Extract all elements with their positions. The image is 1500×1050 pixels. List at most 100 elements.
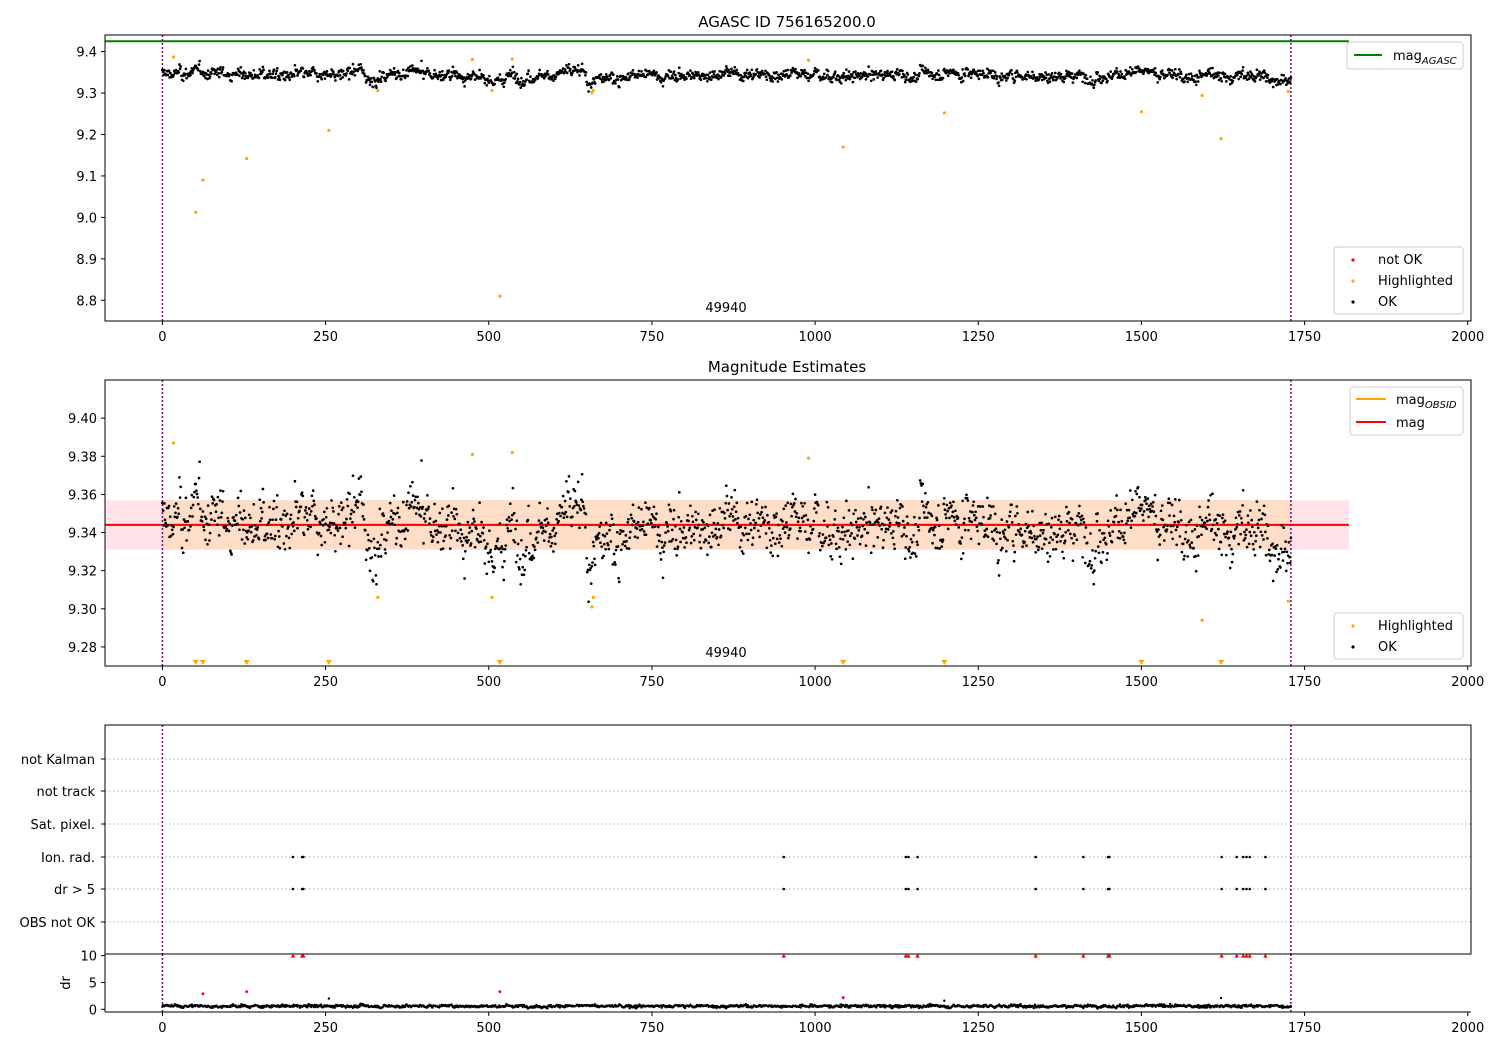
ok-point: [723, 511, 726, 515]
ok-point: [724, 501, 728, 505]
ok-point: [600, 556, 604, 560]
ok-point: [440, 73, 444, 77]
ok-point: [893, 78, 897, 82]
dr-point: [927, 1005, 930, 1008]
ok-point: [1262, 538, 1265, 541]
ok-point: [1093, 556, 1097, 560]
ok-point: [530, 558, 534, 562]
ok-point: [946, 74, 950, 78]
ok-point: [1237, 77, 1241, 81]
ok-point: [1270, 553, 1274, 557]
ok-point: [252, 503, 256, 506]
ok-point: [1027, 524, 1030, 528]
ok-point: [467, 531, 471, 535]
ok-point: [416, 495, 419, 499]
ok-point: [771, 554, 775, 558]
ok-point: [250, 525, 254, 528]
ok-point: [301, 494, 305, 498]
ok-point: [516, 80, 519, 83]
ok-point: [952, 68, 955, 72]
ok-point: [1246, 514, 1250, 517]
ok-point: [1044, 71, 1047, 74]
ok-point: [1202, 523, 1205, 527]
ok-point: [1026, 70, 1030, 74]
ok-point: [198, 59, 201, 63]
ok-point: [597, 536, 600, 540]
ok-point: [482, 74, 485, 77]
ok-point: [644, 75, 648, 79]
ok-point: [885, 516, 889, 520]
ok-point: [500, 545, 504, 548]
ok-point: [882, 76, 885, 80]
ok-point: [894, 70, 898, 74]
ok-point: [1013, 550, 1017, 554]
ok-point: [261, 65, 265, 69]
highlighted-point: [470, 452, 475, 456]
ok-point: [665, 522, 669, 525]
ok-point: [1020, 533, 1024, 537]
ok-point: [181, 551, 185, 555]
legend-not-ok-marker: [1351, 258, 1355, 262]
ok-point: [664, 531, 667, 534]
ok-point: [1186, 80, 1190, 84]
highlighted-point: [498, 294, 502, 298]
flag-point: [291, 855, 295, 859]
ok-point: [759, 524, 763, 528]
ok-point: [858, 525, 861, 529]
ok-point: [561, 494, 565, 498]
ok-point: [413, 505, 416, 509]
ok-point: [275, 505, 278, 509]
ok-point: [266, 536, 270, 540]
ok-point: [895, 68, 899, 71]
ok-point: [997, 559, 1000, 562]
ok-point: [473, 545, 477, 549]
ok-point: [884, 530, 887, 534]
ok-point: [364, 81, 368, 84]
ok-point: [999, 76, 1002, 80]
ok-point: [1239, 532, 1242, 536]
ok-point: [993, 71, 997, 74]
ok-point: [220, 511, 224, 515]
ok-point: [541, 526, 545, 529]
ok-point: [1018, 530, 1021, 534]
ok-point: [729, 512, 733, 516]
ok-point: [841, 73, 844, 77]
ok-point: [722, 74, 726, 77]
ok-point: [489, 548, 493, 552]
ok-point: [862, 517, 865, 521]
ok-point: [315, 72, 318, 75]
ok-point: [546, 73, 550, 76]
x-tick-label: 750: [640, 675, 665, 690]
ok-point: [1025, 544, 1028, 547]
ok-point: [504, 77, 508, 81]
ok-point: [924, 491, 927, 495]
ok-point: [659, 80, 663, 84]
ok-point: [219, 65, 222, 69]
ok-point: [839, 562, 843, 566]
ok-point: [1154, 514, 1158, 518]
ok-point: [1024, 522, 1028, 526]
ok-point: [183, 526, 186, 530]
ok-point: [422, 77, 425, 81]
ok-point: [382, 514, 386, 518]
ok-point: [966, 68, 970, 71]
ok-point: [1057, 518, 1060, 522]
ok-point: [582, 504, 585, 508]
ok-point: [287, 76, 291, 79]
ok-point: [1032, 73, 1036, 77]
ok-point: [1016, 511, 1019, 515]
ok-point: [651, 73, 654, 77]
ok-point: [658, 534, 662, 537]
ok-point: [1177, 498, 1181, 502]
ok-point: [428, 72, 432, 75]
ok-point: [602, 80, 605, 83]
agasc-legend-top: magAGASC: [1346, 41, 1464, 70]
ok-point: [185, 539, 188, 542]
ok-point: [636, 520, 640, 524]
ok-point: [786, 68, 790, 72]
ok-point: [1094, 79, 1098, 82]
ok-point: [960, 536, 964, 539]
ok-point: [1084, 73, 1088, 77]
x-tick-label: 250: [313, 330, 338, 345]
ok-point: [168, 515, 172, 519]
